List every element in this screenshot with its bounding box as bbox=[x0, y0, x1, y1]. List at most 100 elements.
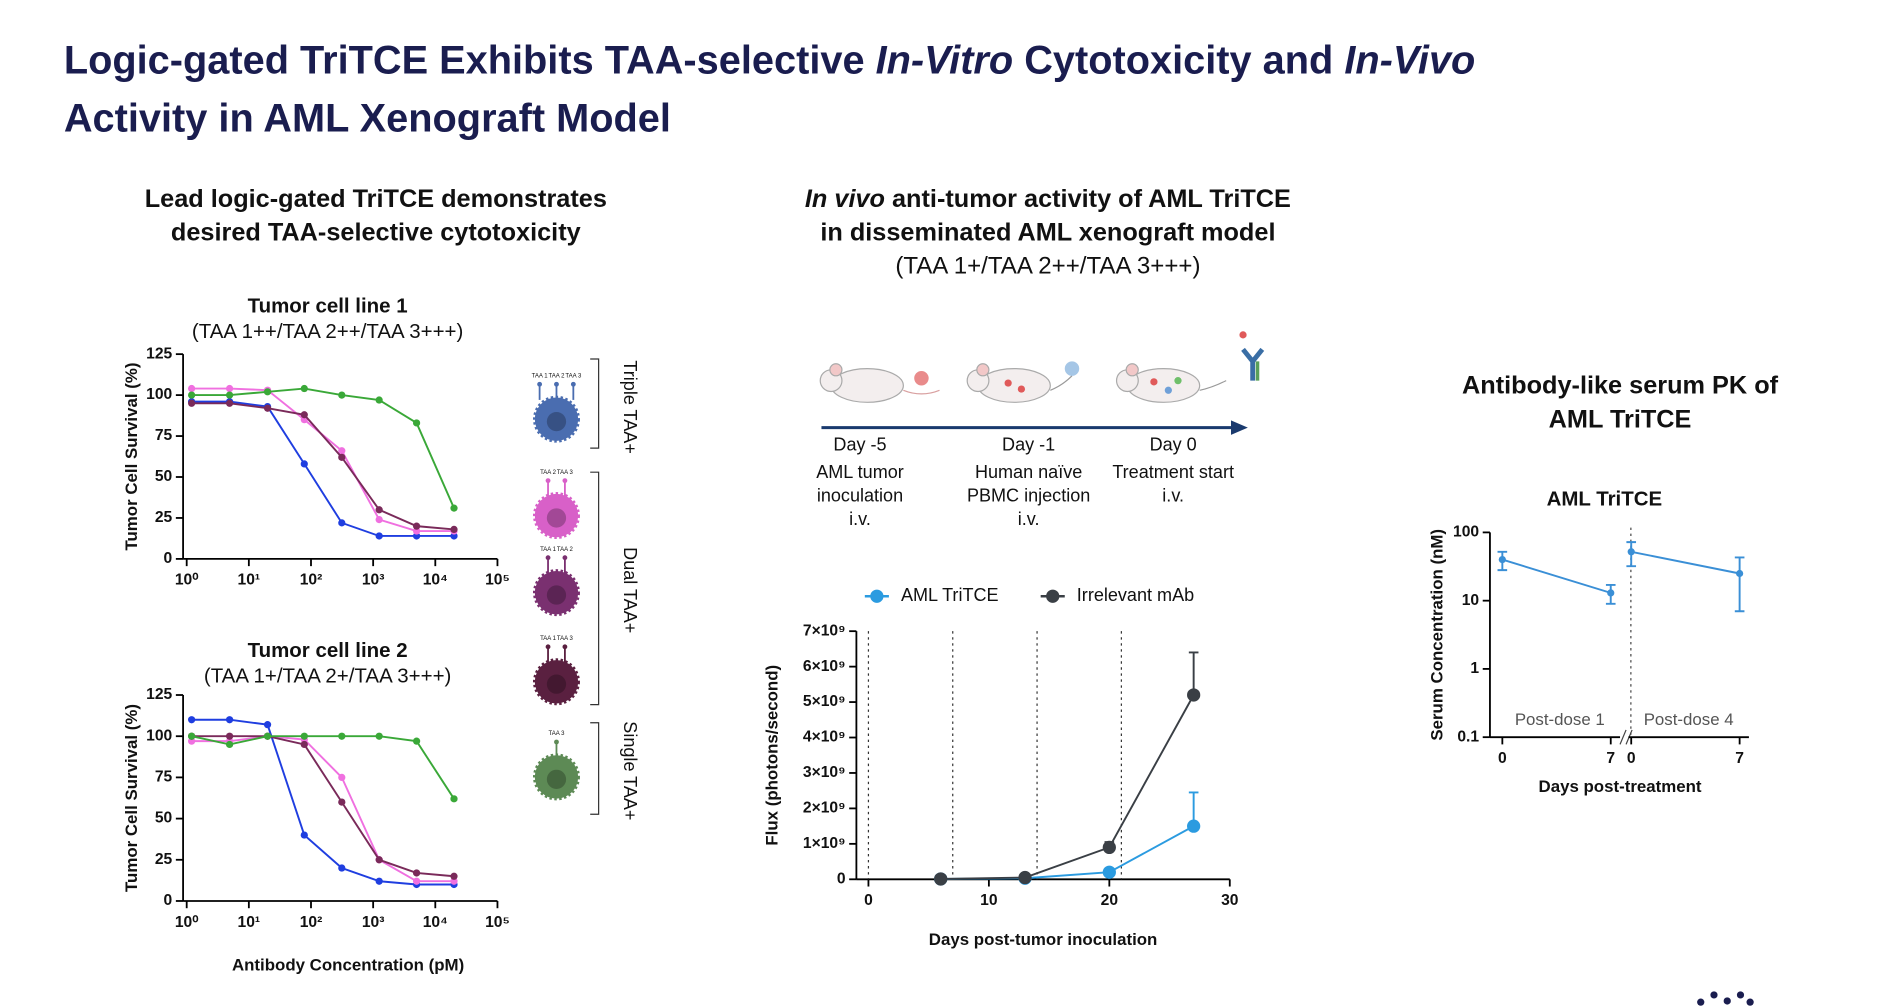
cell-marker-label: TAA 1 bbox=[532, 373, 549, 379]
data-point bbox=[412, 737, 421, 745]
legend-marker bbox=[1046, 589, 1060, 603]
antibody-icon bbox=[1239, 331, 1265, 381]
x-tick-label: 10¹ bbox=[238, 914, 261, 931]
x-tick-label: 7 bbox=[1735, 750, 1744, 767]
data-point bbox=[338, 447, 346, 455]
x-tick-label: 30 bbox=[1221, 892, 1239, 909]
y-tick-label: 3×10⁹ bbox=[803, 764, 846, 781]
x-tick-label: 10² bbox=[300, 914, 323, 931]
cell-body bbox=[532, 492, 580, 540]
y-tick-label: 5×10⁹ bbox=[803, 693, 846, 710]
cell-marker-label: TAA 3 bbox=[565, 373, 582, 379]
error-bar bbox=[1734, 556, 1745, 613]
data-point bbox=[450, 877, 458, 885]
x-tick-label: 0 bbox=[1498, 750, 1507, 767]
text-span: Antibody-like serum PK of bbox=[1462, 371, 1779, 399]
cell-marker-label: TAA 1 bbox=[540, 547, 557, 553]
data-point bbox=[1607, 589, 1615, 597]
y-tick-label: 100 bbox=[1453, 524, 1479, 541]
mouse-illustration bbox=[819, 363, 940, 403]
x-tick-label: 10⁵ bbox=[485, 572, 510, 589]
data-point bbox=[300, 831, 308, 839]
data-point bbox=[1498, 555, 1506, 564]
x-tick-label: 10³ bbox=[362, 572, 385, 589]
cell-marker-label: TAA 3 bbox=[549, 731, 566, 737]
panel-label: Post-dose 1 bbox=[1515, 710, 1605, 729]
data-point bbox=[338, 798, 346, 806]
data-point bbox=[450, 525, 458, 534]
data-point bbox=[188, 399, 196, 407]
series-line bbox=[191, 718, 455, 886]
text-span: anti-tumor activity of AML TriTCE bbox=[885, 185, 1291, 213]
chart-title: Tumor cell line 1 bbox=[248, 295, 408, 318]
series-line bbox=[940, 694, 1195, 880]
data-point bbox=[338, 391, 346, 399]
x-tick-label: 10⁰ bbox=[175, 572, 199, 589]
chart-subtitle: (TAA 1++/TAA 2++/TAA 3+++) bbox=[192, 320, 463, 343]
x-tick-label: 10² bbox=[300, 572, 323, 589]
data-point bbox=[263, 404, 272, 412]
series-line bbox=[191, 735, 455, 800]
data-point bbox=[375, 732, 383, 740]
data-point bbox=[188, 716, 196, 724]
group-label: Triple TAA+ bbox=[620, 360, 640, 453]
y-axis-label: Tumor Cell Survival (%) bbox=[122, 363, 141, 551]
data-point bbox=[375, 856, 383, 864]
cell-marker-head bbox=[554, 381, 559, 387]
group-label: Dual TAA+ bbox=[620, 547, 640, 633]
panel-heading: In vivo anti-tumor activity of AML TriTC… bbox=[805, 185, 1291, 213]
cell-nucleus bbox=[546, 411, 567, 432]
series-line bbox=[191, 402, 455, 531]
y-tick-label: 0 bbox=[164, 892, 173, 909]
x-tick-label: 10⁰ bbox=[175, 914, 199, 931]
chart-title: Tumor cell line 2 bbox=[248, 639, 408, 662]
data-point bbox=[225, 716, 234, 724]
y-tick-label: 1 bbox=[1470, 660, 1479, 677]
x-tick-label: 20 bbox=[1101, 892, 1119, 909]
bracket bbox=[590, 722, 600, 815]
y-tick-label: 50 bbox=[155, 468, 173, 485]
data-point bbox=[934, 872, 948, 886]
y-tick-label: 100 bbox=[146, 727, 172, 744]
data-point bbox=[338, 453, 346, 461]
x-tick-label: 7 bbox=[1606, 750, 1615, 767]
data-point bbox=[450, 795, 458, 803]
series-line bbox=[940, 825, 1195, 880]
text-span: Cytotoxicity and bbox=[1013, 38, 1344, 82]
timeline-day: Day 0 bbox=[1150, 434, 1197, 454]
data-point bbox=[225, 399, 234, 407]
logo bbox=[1697, 991, 1754, 1006]
data-point bbox=[300, 732, 308, 740]
data-point bbox=[412, 877, 421, 885]
bracket bbox=[590, 471, 600, 706]
data-point bbox=[300, 460, 308, 468]
data-point bbox=[1736, 569, 1744, 578]
data-point bbox=[188, 391, 196, 399]
cell-body bbox=[532, 569, 580, 617]
cell-nucleus bbox=[546, 585, 567, 605]
cell-marker-label: TAA 3 bbox=[557, 470, 574, 476]
text-span: (TAA 1+/TAA 2++/TAA 3+++) bbox=[895, 253, 1200, 280]
data-point bbox=[188, 737, 196, 745]
y-tick-label: 125 bbox=[146, 345, 172, 362]
y-tick-label: 6×10⁹ bbox=[803, 658, 846, 675]
cell-body bbox=[532, 658, 580, 706]
text-span: In-Vitro bbox=[876, 38, 1014, 82]
cell-marker-head bbox=[562, 644, 568, 650]
timeline-description: PBMC injection bbox=[967, 486, 1090, 506]
x-axis-label: Days post-treatment bbox=[1539, 777, 1702, 796]
series-line bbox=[191, 400, 455, 537]
cell-body bbox=[532, 395, 580, 443]
cell-marker-head bbox=[562, 478, 568, 484]
timeline-day: Day -1 bbox=[1002, 434, 1055, 454]
x-tick-label: 10 bbox=[980, 892, 998, 909]
chart-title: AML TriTCE bbox=[1547, 487, 1663, 510]
legend-label: Irrelevant mAb bbox=[1077, 585, 1194, 605]
x-tick-label: 0 bbox=[864, 892, 873, 909]
y-tick-label: 50 bbox=[155, 810, 173, 827]
data-point bbox=[338, 732, 346, 740]
data-point bbox=[300, 384, 308, 393]
data-point bbox=[263, 732, 272, 740]
cell-nucleus bbox=[546, 674, 567, 694]
